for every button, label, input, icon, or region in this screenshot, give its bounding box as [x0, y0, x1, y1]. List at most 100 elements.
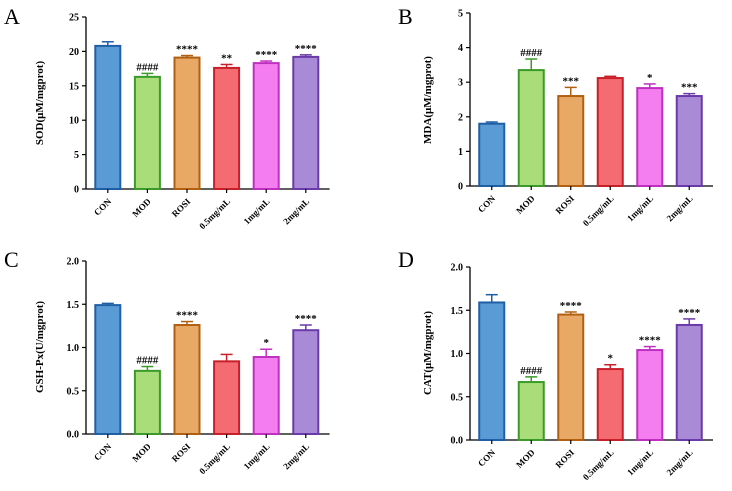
bar: [517, 381, 545, 442]
bar: [478, 122, 506, 187]
y-tick-label: 0.0: [451, 436, 464, 447]
significance-label: ****: [560, 300, 583, 312]
significance-label: ***: [563, 75, 580, 87]
x-tick-label: 1mg/mL: [242, 441, 272, 471]
y-axis-label: GSH-Px(U/mgprot): [34, 301, 46, 393]
bar: [252, 356, 280, 436]
significance-label: ****: [295, 313, 318, 325]
y-tick-label: 5: [74, 150, 79, 161]
x-tick-label: 2mg/mL: [665, 447, 695, 477]
y-tick-label: 4: [458, 43, 463, 54]
x-tick-label: 1mg/mL: [625, 193, 655, 223]
panel-letter: D: [398, 247, 414, 272]
x-tick-label: 0.5mg/mL: [197, 196, 232, 231]
y-tick-label: 0: [458, 182, 463, 193]
y-tick-label: 0.5: [67, 386, 80, 397]
y-tick-label: 2.0: [67, 257, 80, 268]
bar: [133, 75, 161, 190]
x-tick-label: MOD: [514, 193, 537, 216]
x-tick-label: 0.5mg/mL: [581, 193, 616, 228]
bar: [292, 329, 320, 436]
bar: [94, 44, 122, 191]
x-tick-label: 0.5mg/mL: [581, 447, 616, 482]
x-tick-label: 0.5mg/mL: [197, 441, 232, 476]
bar: [636, 87, 664, 187]
significance-label: ####: [136, 61, 159, 73]
bar: [517, 69, 545, 187]
y-tick-label: 3: [458, 78, 463, 89]
bar: [173, 324, 201, 436]
significance-label: ****: [176, 44, 199, 56]
significance-label: ****: [678, 307, 701, 319]
y-tick-label: 1.5: [67, 300, 80, 311]
bar: [557, 313, 585, 442]
x-tick-label: CON: [92, 441, 114, 463]
panel-c: C 0.0 0.5 1.0 1.5 2.0 GSH-Px(U/mgprot) CON ####…: [4, 247, 330, 476]
y-tick-label: 10: [69, 116, 79, 127]
y-axis-label: MDA(μM/mgprot): [422, 56, 434, 144]
y-tick-label: 20: [69, 47, 79, 58]
panel-a: A 0510152025SOD(μM/mgprot)CON####MOD****…: [4, 4, 330, 231]
bar: [173, 56, 201, 191]
x-tick-label: CON: [476, 193, 498, 215]
x-tick-label: MOD: [130, 196, 153, 219]
y-tick-label: 1: [458, 147, 463, 158]
y-tick-label: 0.0: [67, 430, 80, 441]
bar: [252, 62, 280, 190]
y-tick-label: 0.5: [451, 392, 464, 403]
bar: [596, 77, 624, 187]
significance-label: *: [608, 353, 614, 365]
significance-label: ####: [520, 47, 543, 59]
bar: [675, 323, 703, 441]
y-tick-label: 15: [69, 81, 79, 92]
y-tick-label: 1.0: [451, 349, 464, 360]
x-tick-label: ROSI: [554, 193, 577, 216]
panel-b: B 0 1 2 3 4 5 MDA(μM/mgprot) CON #### MOD *** ROSI 0…: [398, 4, 713, 228]
bar: [675, 95, 703, 187]
significance-label: ****: [255, 49, 278, 61]
y-tick-label: 2: [458, 112, 463, 123]
significance-label: ****: [639, 335, 662, 347]
x-tick-label: MOD: [514, 447, 537, 470]
bar: [292, 55, 320, 190]
bar: [557, 95, 585, 187]
y-tick-label: 2.0: [451, 263, 464, 274]
panel-d: D 0.0 0.5 1.0 1.5 2.0 CAT(μM/mgprot) CON #### MO…: [398, 247, 713, 482]
x-tick-label: CON: [476, 447, 498, 469]
x-tick-label: 1mg/mL: [625, 447, 655, 477]
y-tick-label: 5: [458, 9, 463, 20]
bar: [94, 304, 122, 435]
significance-label: ####: [520, 365, 543, 377]
x-tick-label: ROSI: [554, 447, 577, 470]
x-tick-label: MOD: [130, 441, 153, 464]
x-tick-label: ROSI: [170, 196, 193, 219]
panel-letter: A: [4, 4, 20, 29]
bar: [596, 368, 624, 442]
x-tick-label: CON: [92, 196, 114, 218]
bar: [636, 349, 664, 442]
y-tick-label: 0: [74, 185, 79, 196]
x-tick-label: 1mg/mL: [242, 196, 272, 226]
x-tick-label: 2mg/mL: [281, 196, 311, 226]
y-tick-label: 25: [69, 13, 79, 24]
x-tick-label: 2mg/mL: [281, 441, 311, 471]
panel-letter: C: [4, 247, 19, 272]
panel-letter: B: [398, 4, 413, 29]
y-axis-label: SOD(μM/mgprot): [34, 61, 46, 146]
bar: [478, 301, 506, 441]
significance-label: *: [647, 72, 653, 84]
significance-label: *: [263, 337, 269, 349]
x-tick-label: ROSI: [170, 441, 193, 464]
bar: [133, 369, 161, 436]
significance-label: ****: [176, 310, 199, 322]
significance-label: ***: [681, 82, 698, 94]
bar: [213, 66, 241, 190]
bar: [213, 360, 241, 435]
y-tick-label: 1.0: [67, 343, 80, 354]
y-axis-label: CAT(μM/mgprot): [422, 311, 434, 395]
significance-label: **: [221, 52, 233, 64]
x-tick-label: 2mg/mL: [665, 193, 695, 223]
significance-label: ####: [136, 355, 159, 367]
y-tick-label: 1.5: [451, 306, 464, 317]
